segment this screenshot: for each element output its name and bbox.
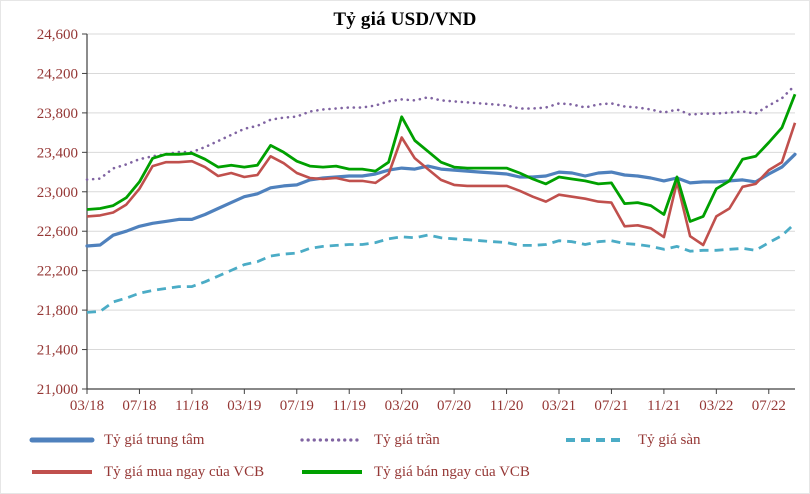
y-tick-label: 23,000 — [37, 185, 78, 201]
y-tick-label: 24,600 — [37, 27, 78, 43]
legend-item-trung-tam: Tỷ giá trung tâm — [29, 430, 204, 450]
legend-line-trung-tam — [29, 437, 95, 443]
series-ban-vcb — [86, 93, 797, 223]
x-tick-label: 03/22 — [699, 398, 733, 414]
x-tick-label: 07/22 — [752, 398, 786, 414]
legend-line-tran — [300, 438, 364, 442]
legend-label-ban-vcb: Tỷ giá bán ngay của VCB — [374, 463, 530, 480]
x-tick-label: 03/18 — [70, 398, 104, 414]
y-tick-label: 22,200 — [37, 264, 78, 280]
y-tick-label: 23,800 — [37, 106, 78, 122]
x-tick-label: 03/21 — [542, 398, 576, 414]
x-tick-label: 07/20 — [437, 398, 471, 414]
y-tick-label: 22,600 — [37, 224, 78, 240]
y-tick-label: 24,200 — [37, 66, 78, 82]
chart-plot-area: 21,000 21,400 21,800 22,200 22,600 23,000 23,4… — [37, 27, 797, 414]
series-san — [86, 222, 796, 314]
x-tick-label: 11/21 — [647, 398, 681, 414]
chart-title: Tỷ giá USD/VND — [333, 9, 477, 30]
x-tick-label: 07/18 — [122, 398, 156, 414]
x-tick-label: 03/20 — [385, 398, 419, 414]
x-tick-label: 11/18 — [175, 398, 209, 414]
x-tick-label: 07/19 — [280, 398, 314, 414]
legend-line-san — [566, 438, 626, 442]
y-tick-label: 21,800 — [37, 303, 78, 319]
legend-label-trung-tam: Tỷ giá trung tâm — [104, 431, 205, 448]
legend-item-tran: Tỷ giá trần — [299, 430, 440, 450]
legend-label-mua-vcb: Tỷ giá mua ngay của VCB — [104, 463, 265, 480]
legend-label-san: Tỷ giá sàn — [638, 431, 701, 448]
legend-item-ban-vcb: Tỷ giá bán ngay của VCB — [299, 462, 530, 482]
y-tick-label: 23,400 — [37, 145, 78, 161]
y-tick-label: 21,400 — [37, 343, 78, 359]
x-tick-label: 03/19 — [227, 398, 261, 414]
x-tick-label: 11/19 — [332, 398, 366, 414]
legend-item-san: Tỷ giá sàn — [563, 430, 700, 450]
x-tick-label: 07/21 — [594, 398, 628, 414]
legend-line-mua-vcb — [32, 470, 92, 474]
x-tick-label: 11/20 — [490, 398, 524, 414]
y-tick-label: 21,000 — [37, 382, 78, 398]
legend-line-ban-vcb — [302, 470, 362, 474]
series-tran — [85, 83, 797, 181]
legend-label-tran: Tỷ giá trần — [374, 431, 440, 448]
legend-item-mua-vcb: Tỷ giá mua ngay của VCB — [29, 462, 264, 482]
